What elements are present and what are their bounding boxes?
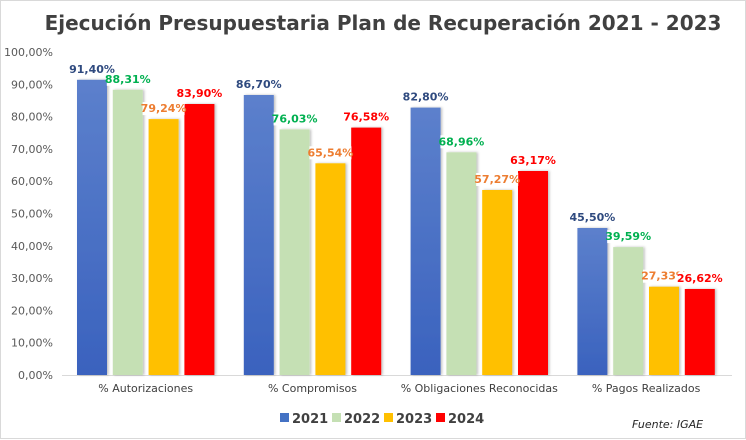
data-labels-group: 91,40% 86,70% 82,80% 45,50% 88,31% 76,03% 68,9… — [69, 62, 723, 285]
data-label-2024: 83,90% — [176, 87, 222, 100]
y-tick-label: 30,00% — [11, 272, 53, 285]
data-label-background — [273, 112, 316, 126]
data-label-2023: 65,54% — [307, 146, 353, 159]
y-tick-label: 40,00% — [11, 240, 53, 253]
data-label-background — [178, 87, 221, 100]
chart-title: Ejecución Presupuestaria Plan de Recuper… — [45, 11, 722, 35]
data-label-background — [678, 272, 721, 285]
legend: 2021 2022 2023 2024 — [280, 412, 484, 427]
data-label-2021: 82,80% — [403, 91, 449, 104]
data-label-background — [71, 62, 113, 76]
source-note: Fuente: IGAE — [632, 418, 703, 431]
y-tick-label: 10,00% — [11, 337, 53, 350]
bar-2021-3 — [577, 228, 608, 375]
legend-label: 2023 — [396, 412, 432, 427]
data-label-background — [512, 154, 554, 167]
x-tick-label: % Obligaciones Reconocidas — [401, 382, 558, 395]
data-label-2023: 57,27% — [474, 173, 520, 186]
bar-2023-3 — [649, 286, 679, 375]
bar-2021-2 — [410, 107, 441, 375]
data-label-2023: 79,24% — [141, 102, 187, 115]
data-label-background — [142, 102, 185, 116]
bar-2022-2 — [446, 152, 477, 375]
data-label-2022: 39,59% — [605, 230, 651, 243]
data-label-background — [237, 78, 280, 91]
bar-2024-0 — [184, 104, 215, 375]
data-label-2022: 68,96% — [438, 135, 484, 148]
legend-label: 2022 — [344, 412, 380, 427]
bar-2022-1 — [279, 129, 310, 375]
legend-label: 2024 — [448, 412, 484, 427]
data-label-2021: 45,50% — [569, 211, 615, 224]
y-tick-label: 90,00% — [11, 78, 53, 91]
y-tick-label: 50,00% — [11, 208, 53, 221]
data-label-2022: 88,31% — [105, 73, 151, 86]
data-label-2024: 76,58% — [343, 111, 389, 124]
bar-2023-0 — [148, 119, 179, 375]
bars-group — [77, 79, 715, 376]
data-label-background — [607, 230, 650, 244]
y-tick-label: 70,00% — [11, 143, 53, 156]
data-label-background — [440, 135, 483, 149]
x-tick-label: % Pagos Realizados — [592, 382, 701, 395]
data-label-2022: 76,03% — [272, 112, 318, 125]
legend-item-2024[interactable]: 2024 — [436, 412, 484, 427]
data-label-2021: 91,40% — [69, 63, 115, 76]
bar-2024-3 — [684, 289, 715, 375]
data-label-background — [345, 110, 388, 124]
legend-label: 2021 — [292, 412, 328, 427]
bar-2024-1 — [351, 127, 382, 375]
data-label-2024: 26,62% — [677, 272, 723, 285]
y-axis: 0,00% 10,00% 20,00% 30,00% 40,00% 50,00% 60,00… — [4, 46, 53, 382]
data-label-background — [309, 146, 352, 160]
bar-2022-3 — [613, 247, 644, 375]
data-label-2024: 63,17% — [510, 154, 556, 167]
x-tick-label: % Autorizaciones — [98, 382, 193, 395]
legend-item-2022[interactable]: 2022 — [332, 412, 380, 427]
y-tick-label: 100,00% — [4, 46, 53, 59]
data-label-background — [106, 72, 149, 86]
bar-2023-2 — [482, 190, 513, 375]
data-label-2021: 86,70% — [236, 78, 282, 91]
y-tick-label: 0,00% — [18, 369, 53, 382]
legend-item-2021[interactable]: 2021 — [280, 412, 328, 427]
bar-2024-2 — [518, 171, 548, 375]
legend-item-2023[interactable]: 2023 — [384, 412, 432, 427]
y-tick-label: 20,00% — [11, 304, 53, 317]
y-tick-label: 80,00% — [11, 111, 53, 124]
legend-swatch — [332, 413, 341, 422]
bar-2021-1 — [243, 95, 274, 375]
bar-2023-1 — [315, 163, 346, 375]
data-label-2023: 27,33% — [641, 270, 687, 283]
y-tick-label: 60,00% — [11, 175, 53, 188]
data-label-background — [643, 269, 685, 283]
data-label-background — [404, 90, 447, 104]
bar-2022-0 — [112, 89, 143, 376]
data-label-background — [571, 211, 614, 224]
data-label-background — [476, 173, 519, 186]
legend-swatch — [280, 413, 289, 422]
legend-swatch — [384, 413, 393, 422]
x-axis: % Autorizaciones % Compromisos % Obligacio… — [98, 382, 700, 395]
legend-swatch — [436, 413, 445, 422]
bar-2021-0 — [77, 79, 107, 376]
x-tick-label: % Compromisos — [268, 382, 357, 395]
